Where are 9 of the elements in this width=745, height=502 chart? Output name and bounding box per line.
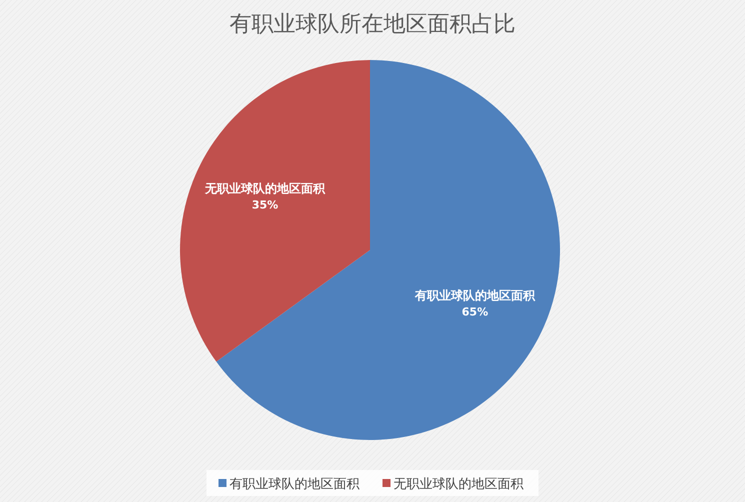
slice-label: 有职业球队的地区面积 (414, 288, 536, 302)
legend-label: 有职业球队的地区面积 (230, 477, 360, 492)
slice-label: 无职业球队的地区面积 (204, 182, 326, 196)
pie-slice (216, 60, 560, 440)
data-label: 65% (462, 305, 488, 318)
chart-title: 有职业球队所在地区面积占比 (230, 12, 516, 37)
pie-slice (180, 60, 370, 362)
legend-label: 无职业球队的地区面积 (394, 477, 524, 492)
data-label: 35% (252, 198, 278, 212)
